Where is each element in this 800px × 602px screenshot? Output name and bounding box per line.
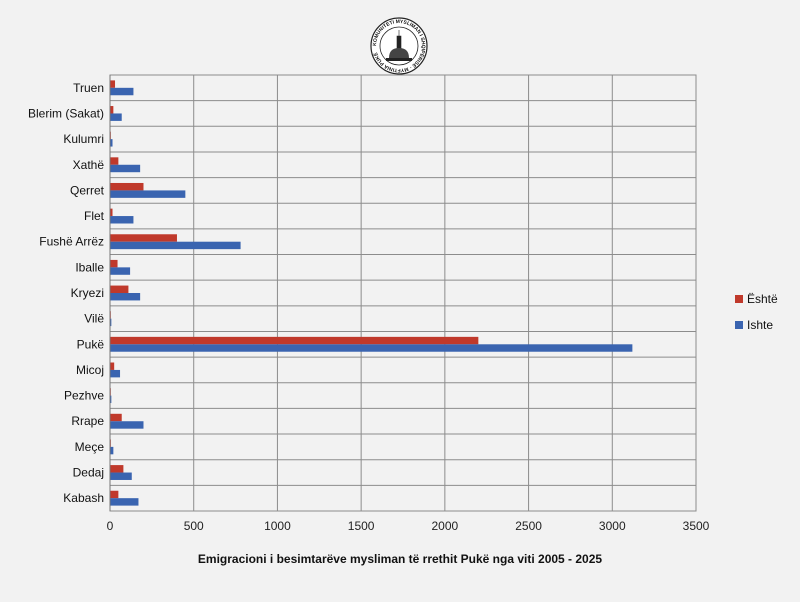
y-tick-label: Xathë xyxy=(73,158,105,172)
legend-label: Ishte xyxy=(747,318,773,332)
bar-eshte xyxy=(110,362,115,370)
y-tick-label: Truen xyxy=(73,81,104,95)
bar-ishte xyxy=(110,164,141,173)
bar-ishte xyxy=(110,267,131,275)
x-axis-label: Emigracioni i besimtarëve mysliman të rr… xyxy=(198,552,603,566)
x-tick-label: 1500 xyxy=(348,519,375,533)
y-tick-label: Micoj xyxy=(76,363,104,377)
bar-eshte xyxy=(110,106,114,114)
x-tick-label: 500 xyxy=(184,519,204,533)
x-tick-label: 3500 xyxy=(683,519,710,533)
bar-ishte xyxy=(110,113,122,121)
bar-ishte xyxy=(110,498,139,506)
x-tick-label: 2000 xyxy=(432,519,459,533)
bar-eshte xyxy=(110,259,118,268)
bar-ishte xyxy=(110,369,121,378)
x-tick-labels: 0 500 1000 1500 2000 2500 3000 3500 xyxy=(107,519,710,533)
legend-swatch xyxy=(735,321,743,329)
bar-ishte xyxy=(110,87,134,96)
bar-ishte xyxy=(110,241,241,250)
y-tick-label: Kabash xyxy=(63,491,104,505)
y-tick-label: Pukë xyxy=(77,337,105,351)
y-tick-label: Qerret xyxy=(70,183,105,197)
y-tick-label: Blerim (Sakat) xyxy=(28,106,104,120)
bar-eshte xyxy=(110,465,124,473)
y-tick-label: Fushë Arrëz xyxy=(39,235,104,249)
legend-swatch xyxy=(735,295,743,303)
plot-area xyxy=(109,74,697,512)
bar-eshte xyxy=(110,490,119,499)
legend-label: Është xyxy=(747,292,778,306)
bar-eshte xyxy=(110,413,122,422)
y-tick-labels: Truen Blerim (Sakat) Kulumri Xathë Qerret Fle… xyxy=(28,81,105,505)
bar-ishte xyxy=(110,344,633,352)
bar-ishte xyxy=(110,446,114,455)
x-tick-label: 0 xyxy=(107,519,114,533)
y-tick-label: Dedaj xyxy=(73,466,104,480)
legend: Është Ishte xyxy=(735,292,778,332)
y-tick-label: Kryezi xyxy=(71,286,104,300)
y-tick-label: Iballe xyxy=(75,260,104,274)
y-tick-label: Meçe xyxy=(75,440,105,454)
x-tick-label: 1000 xyxy=(264,519,291,533)
bar-eshte xyxy=(110,208,113,217)
bar-ishte xyxy=(110,190,186,198)
bar-eshte xyxy=(110,285,129,293)
bar-ishte xyxy=(110,139,113,147)
horizontal-gridlines xyxy=(110,100,696,486)
y-tick-label: Kulumri xyxy=(63,132,104,146)
seal-logo: KOMUNITETI MYSLIMAN I SHQIPËRISË · MYFTI… xyxy=(370,17,428,75)
vertical-gridlines xyxy=(193,75,697,511)
bar-ishte xyxy=(110,216,134,224)
bar-ishte xyxy=(110,395,112,404)
y-tick-label: Flet xyxy=(84,209,105,223)
bar-ishte xyxy=(110,318,112,327)
bar-eshte xyxy=(110,80,116,88)
bar-eshte xyxy=(110,182,144,191)
y-tick-label: Rrape xyxy=(71,414,104,428)
bar-ishte xyxy=(110,293,141,301)
bar-ishte xyxy=(110,472,132,480)
bar-eshte xyxy=(110,336,479,345)
bar-series xyxy=(110,80,633,506)
bar-ishte xyxy=(110,421,144,429)
y-tick-label: Vilë xyxy=(84,312,104,326)
bar-eshte xyxy=(110,234,177,242)
x-tick-label: 3000 xyxy=(599,519,626,533)
x-tick-label: 2500 xyxy=(515,519,542,533)
y-tick-label: Pezhve xyxy=(64,389,104,403)
bar-eshte xyxy=(110,157,119,165)
